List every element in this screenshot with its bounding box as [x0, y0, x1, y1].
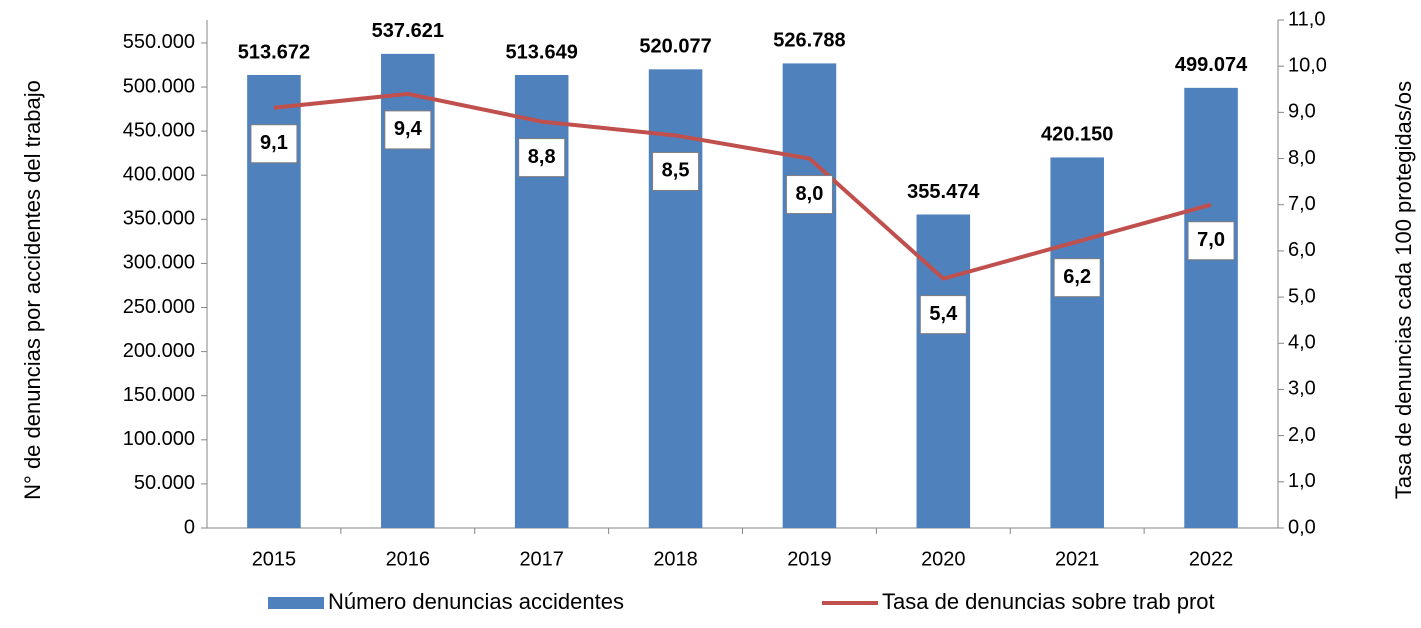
data-label: 499.074 [1175, 54, 1248, 76]
y-tick-label: 300.000 [123, 252, 195, 274]
y-tick-label: 450.000 [123, 119, 195, 141]
y-tick-label: 0 [184, 516, 195, 538]
bar [1184, 87, 1238, 529]
y-axis-title: N° de denuncias por accidentes del traba… [20, 80, 45, 500]
data-label-box [384, 110, 432, 150]
data-label-box [518, 138, 566, 178]
legend-label: Tasa de denuncias sobre trab prot [882, 589, 1215, 614]
data-label: 7,0 [1197, 229, 1225, 251]
x-tick-label: 2019 [787, 548, 832, 570]
x-tick-label: 2015 [252, 548, 297, 570]
data-label-box [250, 124, 298, 164]
x-tick-label: 2016 [386, 548, 431, 570]
y2-tick-label: 6,0 [1288, 239, 1316, 261]
y2-tick-label: 2,0 [1288, 424, 1316, 446]
y-tick-label: 400.000 [123, 164, 195, 186]
bar [1050, 157, 1104, 528]
data-label: 513.672 [238, 41, 310, 63]
legend-swatch [268, 597, 324, 609]
y-tick-label: 550.000 [123, 31, 195, 53]
y2-axis-title: Tasa de denuncias cada 100 protegidas/os [1391, 81, 1416, 499]
y-tick-label: 100.000 [123, 428, 195, 450]
y-tick-label: 50.000 [134, 472, 195, 494]
data-label-box [919, 295, 967, 335]
data-label: 526.788 [773, 30, 845, 52]
data-label: 8,8 [528, 146, 556, 168]
y2-tick-label: 5,0 [1288, 285, 1316, 307]
data-label-box [1187, 221, 1235, 261]
legend-label: Número denuncias accidentes [328, 589, 624, 614]
x-tick-label: 2018 [653, 548, 698, 570]
bar [916, 214, 971, 528]
data-label: 520.077 [639, 36, 711, 58]
bar [782, 63, 837, 528]
data-label-box [652, 151, 700, 191]
x-tick-label: 2017 [519, 548, 564, 570]
x-tick-label: 2022 [1189, 548, 1234, 570]
data-label-box [1053, 258, 1101, 298]
data-label: 9,4 [394, 118, 423, 140]
y2-tick-label: 8,0 [1288, 147, 1316, 169]
y2-tick-label: 9,0 [1288, 101, 1316, 123]
x-tick-label: 2020 [921, 548, 966, 570]
data-label: 513.649 [506, 41, 578, 63]
line [273, 91, 1212, 281]
data-label: 537.621 [372, 20, 444, 42]
data-label: 5,4 [929, 303, 958, 325]
bar [648, 69, 703, 528]
y2-tick-label: 3,0 [1288, 378, 1316, 400]
y2-tick-label: 4,0 [1288, 332, 1316, 354]
y2-tick-label: 10,0 [1288, 54, 1327, 76]
y2-tick-label: 7,0 [1288, 193, 1316, 215]
x-tick-label: 2021 [1055, 548, 1100, 570]
y-tick-label: 150.000 [123, 384, 195, 406]
y2-tick-label: 1,0 [1288, 470, 1316, 492]
y-tick-label: 200.000 [123, 340, 195, 362]
data-label: 355.474 [907, 181, 980, 203]
data-label: 420.150 [1041, 124, 1113, 146]
y2-tick-label: 11,0 [1288, 8, 1325, 30]
y-tick-label: 250.000 [123, 296, 195, 318]
data-label: 8,0 [796, 183, 824, 205]
y-tick-label: 500.000 [123, 75, 195, 97]
data-label: 8,5 [662, 160, 690, 182]
data-label-box [785, 175, 833, 215]
y2-tick-label: 0,0 [1288, 516, 1316, 538]
data-label: 6,2 [1063, 266, 1091, 288]
data-label: 9,1 [260, 132, 288, 154]
y-tick-label: 350.000 [123, 208, 195, 230]
